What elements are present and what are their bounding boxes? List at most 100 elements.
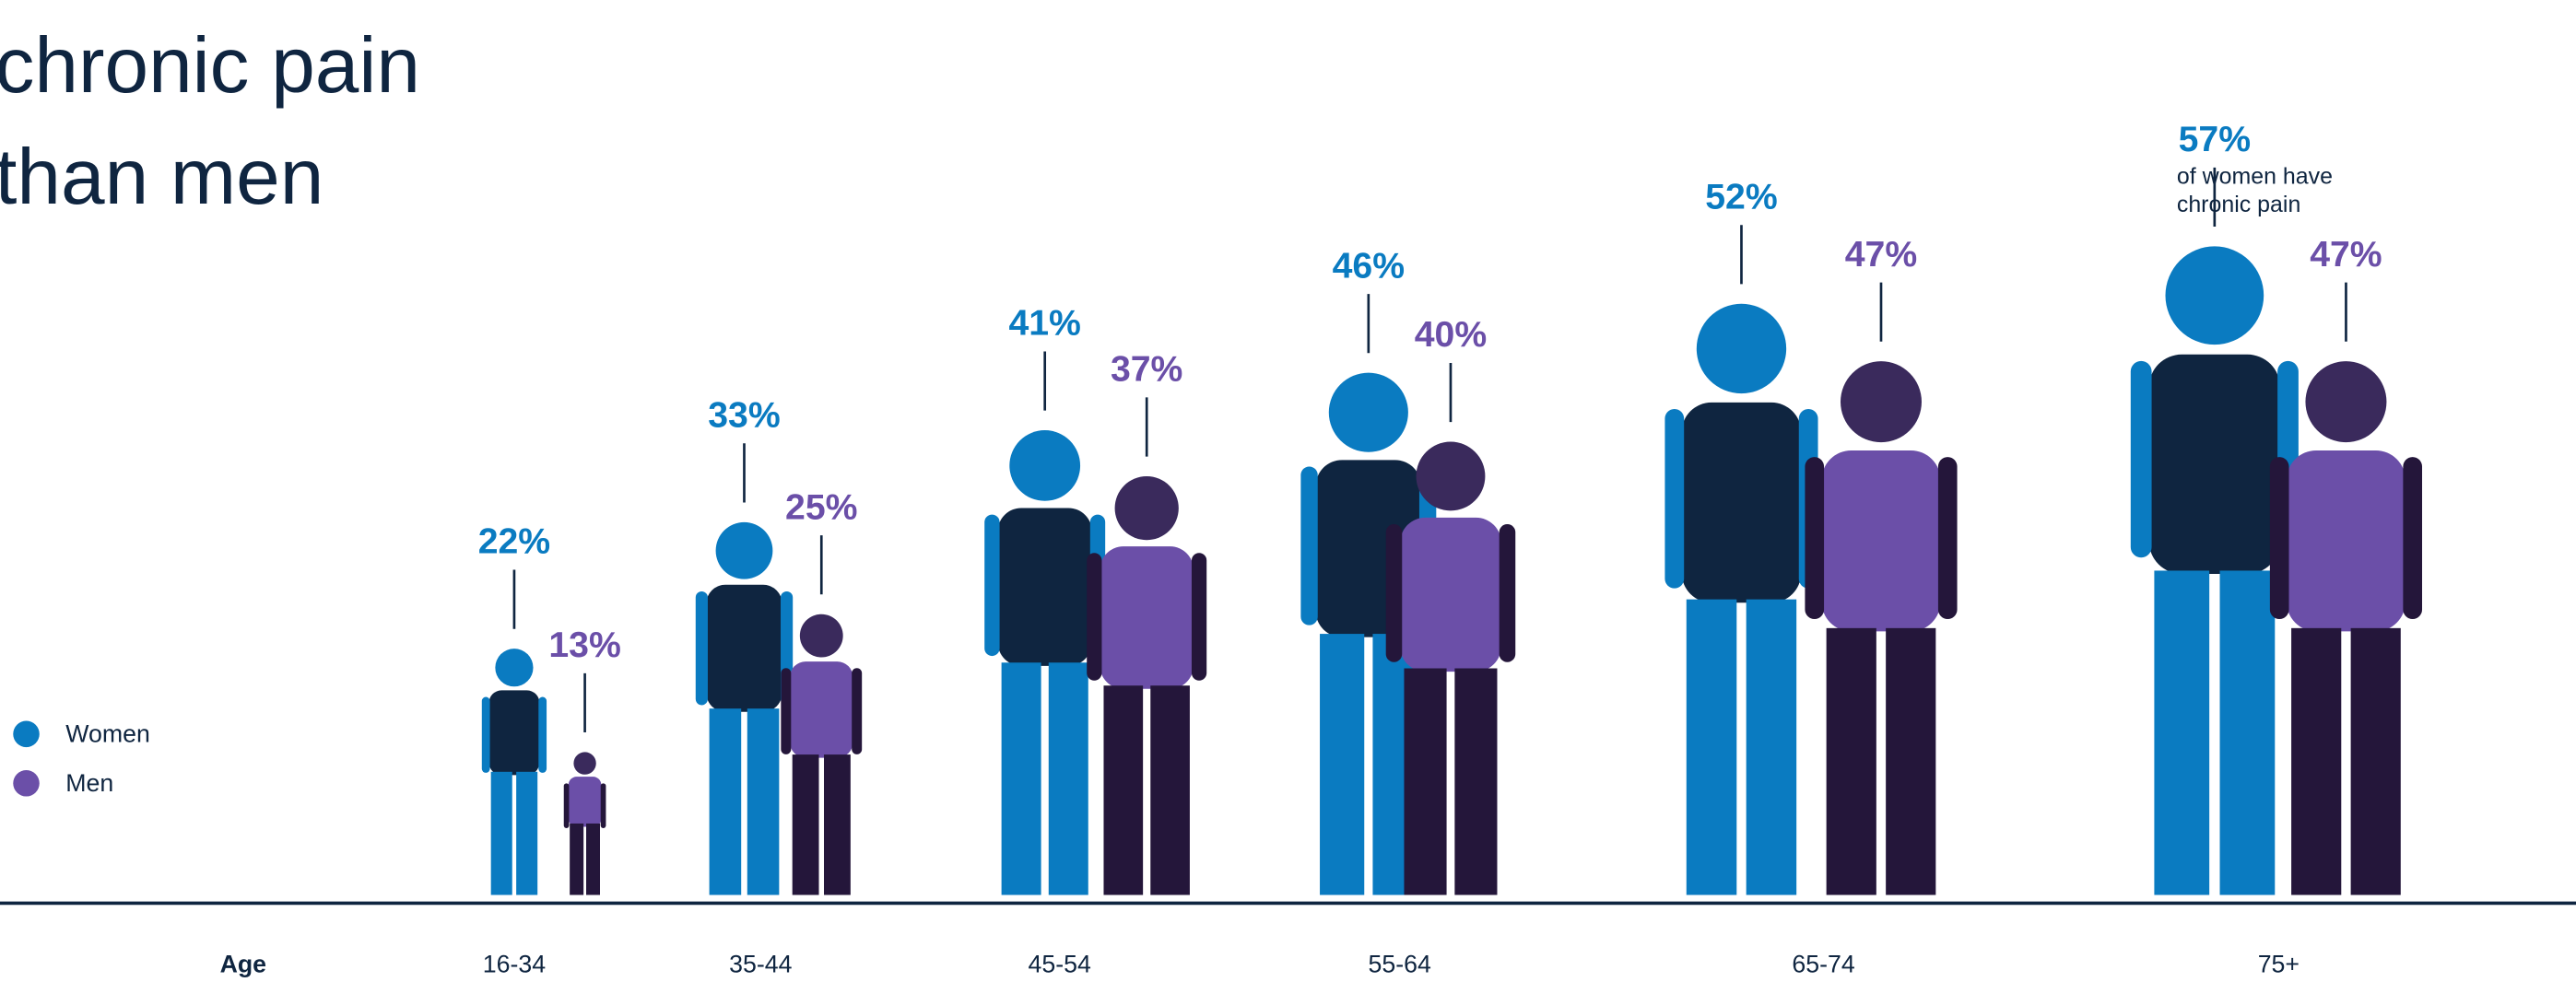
figure-leg [1404,668,1447,895]
x-tick-label: 75+ [2258,950,2300,977]
annotation: chronic pain [2177,192,2300,217]
man-figure [563,752,606,895]
man-figure [1385,441,1516,895]
man-figure [1087,475,1207,895]
figure-torso [1821,450,1941,632]
figure-leg [1454,668,1498,895]
man-figure [2269,361,2423,895]
figure-arm [538,696,547,773]
figure-leg [2154,570,2210,895]
value-label: 13% [548,625,620,665]
figure-head [1841,361,1922,443]
figure-leg [1686,599,1737,895]
x-tick-label: 35-44 [729,950,792,977]
figure-arm [1499,524,1516,662]
annotation: of women have [2177,164,2333,190]
figure-leg [490,771,512,895]
figure-arm [600,783,606,828]
figure-head [2305,361,2387,443]
x-tick-label: 55-64 [1369,950,1431,977]
figure-arm [1191,553,1207,681]
figure-arm [2269,457,2289,620]
figure-arm [563,783,570,828]
legend-marker [13,770,40,797]
chart-title-line: than men [0,134,323,221]
figure-leg [570,823,584,895]
figure-head [799,614,843,658]
figure-head [495,649,534,687]
figure-head [715,521,773,579]
figure-leg [2291,627,2342,895]
x-tick-label: 45-54 [1029,950,1091,977]
figure-arm [984,514,1000,657]
x-axis-label: Age [220,950,266,977]
woman-figure [481,649,547,895]
figure-leg [1103,685,1144,895]
value-label: 47% [1845,235,1917,275]
woman-figure [1664,303,1818,895]
value-label: 46% [1333,246,1405,286]
figure-head [1328,372,1408,452]
legend-marker [13,720,40,748]
figure-arm [1664,408,1685,589]
value-label: 22% [478,522,550,562]
x-tick-label: 65-74 [1792,950,1854,977]
figure-torso [1400,517,1501,672]
figure-leg [1826,627,1876,895]
figure-leg [1001,662,1041,895]
figure-head [1416,441,1486,511]
man-figure [1805,361,1958,895]
figure-leg [2350,627,2401,895]
value-label: 52% [1705,177,1777,216]
value-label: 41% [1008,304,1080,344]
figure-head [1009,430,1081,501]
figure-arm [1385,524,1403,662]
figure-torso [1100,546,1194,689]
figure-leg [792,754,819,895]
value-label: 57% [2179,120,2251,159]
value-label: 33% [708,395,780,435]
figure-leg [586,823,600,895]
value-label: 47% [2310,235,2382,275]
value-label: 40% [1415,315,1487,355]
figure-head [2165,246,2264,345]
figure-torso [1681,402,1802,603]
figure-arm [1805,457,1825,620]
figure-torso [997,508,1092,666]
figure-leg [709,708,742,895]
figure-head [1696,303,1787,394]
figure-leg [747,708,780,895]
figure-arm [2403,457,2423,620]
figure-head [573,752,596,775]
chart-title-line: chronic pain [0,22,420,110]
figure-arm [695,590,708,706]
figure-arm [1087,553,1102,681]
figure-arm [1300,466,1318,625]
figure-leg [2219,570,2276,895]
figure-leg [1886,627,1936,895]
legend-label: Men [65,769,113,797]
figure-torso [488,690,540,776]
value-label: 37% [1111,350,1182,390]
figure-torso [2148,354,2280,575]
value-label: 25% [785,487,857,527]
man-figure [781,614,863,895]
figure-torso [789,661,853,758]
figure-leg [824,754,851,895]
x-tick-label: 16-34 [483,950,546,977]
legend-label: Women [65,720,150,748]
figure-leg [516,771,538,895]
figure-leg [1150,685,1190,895]
figure-arm [781,668,792,754]
figure-arm [2130,360,2152,558]
figure-torso [568,777,602,827]
figure-arm [1937,457,1958,620]
figure-arm [481,696,490,773]
figure-leg [1746,599,1797,895]
figure-torso [706,584,782,712]
figure-head [1114,475,1179,541]
figure-arm [852,668,863,754]
figure-leg [1320,634,1365,895]
